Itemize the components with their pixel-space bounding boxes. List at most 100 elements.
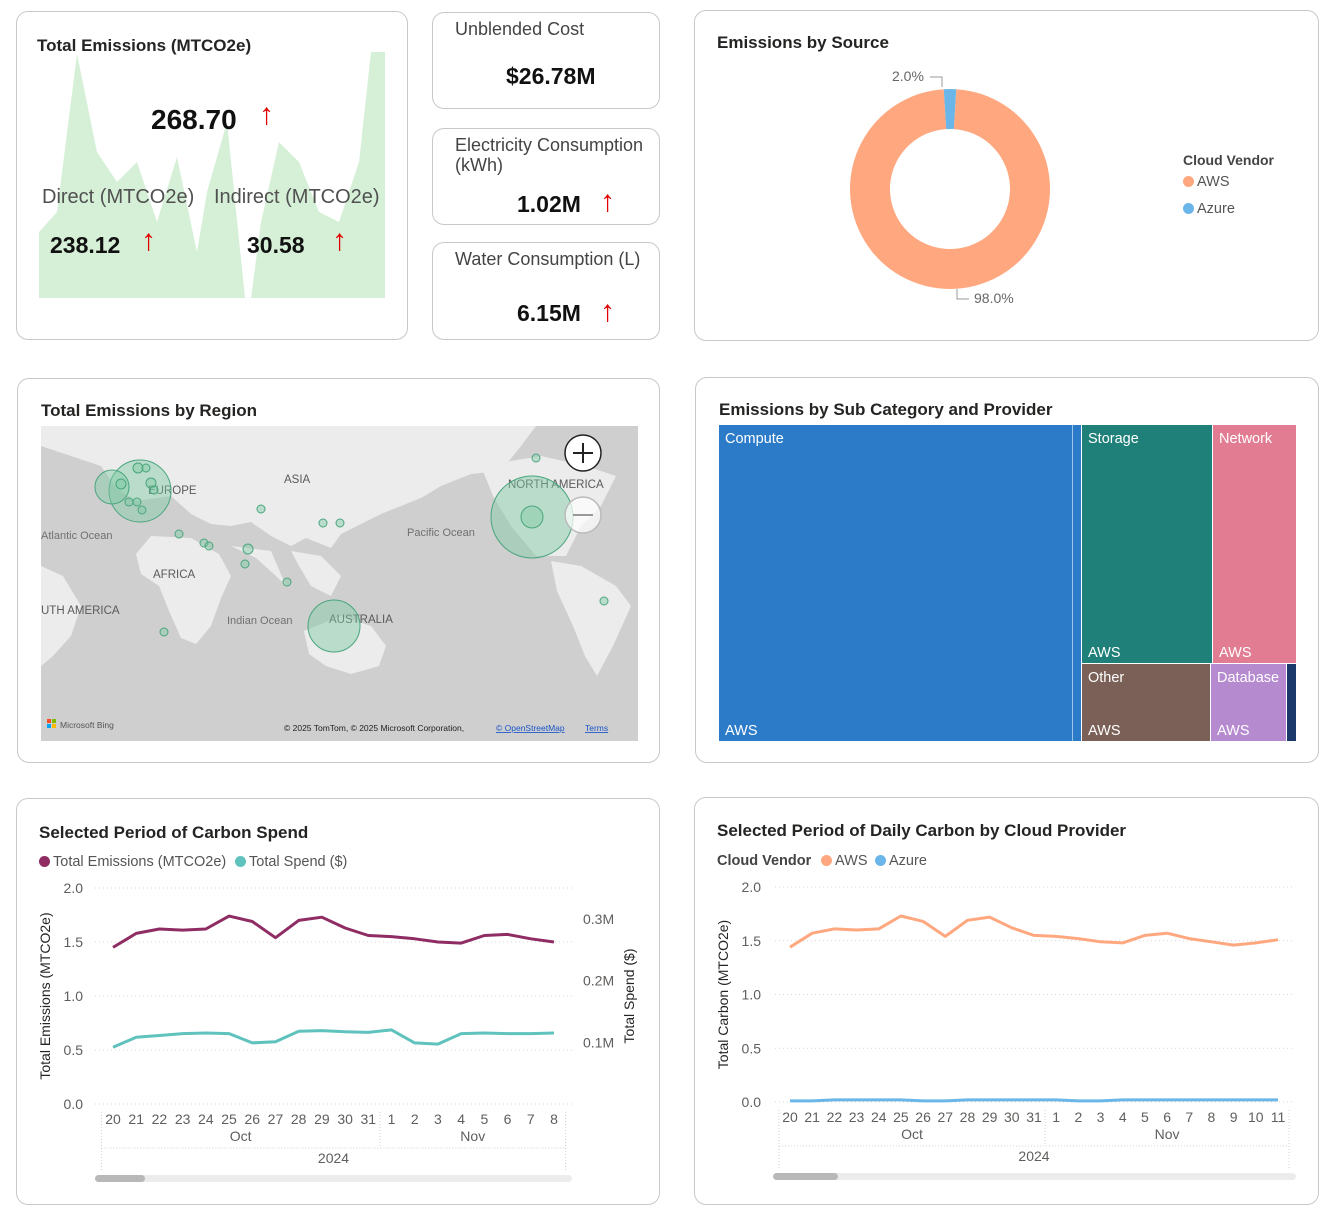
- region-map-card[interactable]: Total Emissions by Region ASIA EUROPE NO…: [17, 378, 660, 763]
- y-tick-label: 0.5: [742, 1040, 762, 1056]
- legend-item-azure[interactable]: Azure: [875, 853, 927, 869]
- x-tick-label: 20: [782, 1109, 798, 1125]
- emissions-by-source-title: Emissions by Source: [717, 33, 889, 52]
- water-value: 6.15M: [517, 300, 581, 326]
- bubble[interactable]: [599, 596, 609, 606]
- bubble[interactable]: [159, 627, 169, 637]
- x-tick-label: 23: [175, 1111, 191, 1127]
- donut-slice-aws[interactable]: [850, 89, 1050, 289]
- zoom-out-icon[interactable]: [564, 496, 602, 534]
- electricity-card[interactable]: Electricity Consumption (kWh) 1.02M ↑: [432, 128, 660, 225]
- x-tick-label: 31: [361, 1111, 377, 1127]
- bubble[interactable]: [115, 478, 127, 490]
- bubble-na-inner[interactable]: [520, 505, 544, 529]
- carbon-spend-card[interactable]: Selected Period of Carbon Spend Total Em…: [16, 798, 660, 1205]
- x-tick-label: 7: [1185, 1109, 1193, 1125]
- legend-item-aws[interactable]: AWS: [821, 853, 868, 869]
- emissions-by-source-card[interactable]: Emissions by Source 2.0% 98.0% Cloud Vend…: [694, 10, 1319, 341]
- bubble-australia[interactable]: [307, 599, 361, 653]
- bubble[interactable]: [531, 453, 541, 463]
- water-card[interactable]: Water Consumption (L) 6.15M ↑: [432, 242, 660, 340]
- legend-item-emissions[interactable]: Total Emissions (MTCO2e): [39, 854, 226, 870]
- bubble-uk[interactable]: [94, 469, 130, 505]
- x-tick-label: 24: [871, 1109, 887, 1125]
- bubble[interactable]: [204, 541, 214, 551]
- map-label-africa: AFRICA: [153, 569, 196, 581]
- osm-link[interactable]: © OpenStreetMap: [496, 723, 565, 733]
- scrollbar-thumb[interactable]: [95, 1175, 145, 1182]
- map-label-pacific: Pacific Ocean: [407, 527, 475, 539]
- emissions-legend-dot: [39, 855, 50, 867]
- legend-item-azure[interactable]: Azure: [1183, 201, 1235, 217]
- x-tick-label: 26: [915, 1109, 931, 1125]
- cell-provider-label: AWS: [1219, 645, 1252, 661]
- treemap-cell-network[interactable]: Network AWS: [1213, 425, 1296, 663]
- y2-tick-label: 0.1M: [583, 1034, 614, 1050]
- terms-link[interactable]: Terms: [585, 723, 608, 733]
- x-month-label: Nov: [1155, 1126, 1180, 1142]
- series-line-total-spend-[interactable]: [112, 1028, 555, 1049]
- leader-line: [930, 76, 943, 87]
- daily-carbon-card[interactable]: Selected Period of Daily Carbon by Cloud…: [694, 797, 1319, 1205]
- legend-item-aws[interactable]: AWS: [1183, 174, 1230, 190]
- x-tick-label: 9: [1230, 1109, 1238, 1125]
- bubble[interactable]: [335, 518, 345, 528]
- treemap-cell-storage[interactable]: Storage AWS: [1082, 425, 1212, 663]
- bubble[interactable]: [174, 529, 184, 539]
- bubble[interactable]: [240, 559, 250, 569]
- bubble[interactable]: [145, 477, 157, 489]
- azure-legend-dot: [1183, 202, 1194, 214]
- treemap-cell-other[interactable]: Other AWS: [1082, 664, 1210, 741]
- y-tick-label: 0.5: [64, 1042, 84, 1058]
- bubble[interactable]: [141, 463, 151, 473]
- cell-category-label: Database: [1217, 670, 1280, 686]
- x-tick-label: 8: [550, 1111, 558, 1127]
- series-line-aws[interactable]: [789, 914, 1279, 949]
- x-tick-label: 25: [893, 1109, 909, 1125]
- carbon-spend-chart[interactable]: 0.0 0.5 1.0 1.5 2.0 0.1M 0.2M 0.3M Total Spend (…: [17, 799, 660, 1205]
- treemap-card[interactable]: Emissions by Sub Category and Provider C…: [695, 377, 1319, 763]
- bubble[interactable]: [132, 497, 142, 507]
- legend-item-spend[interactable]: Total Spend ($): [235, 854, 347, 870]
- bubble[interactable]: [149, 485, 159, 495]
- legend-spend-label: Total Spend ($): [249, 854, 348, 870]
- up-arrow-icon: ↑: [141, 224, 156, 257]
- treemap-cell-compute-other[interactable]: [1072, 425, 1081, 741]
- series-line-azure[interactable]: [790, 1098, 1278, 1103]
- bubble[interactable]: [132, 462, 144, 474]
- bubble[interactable]: [199, 538, 209, 548]
- zoom-in-icon[interactable]: [564, 434, 602, 472]
- bubble[interactable]: [282, 577, 292, 587]
- horizontal-scrollbar[interactable]: [773, 1173, 1296, 1180]
- scrollbar-thumb[interactable]: [773, 1173, 838, 1180]
- bubble[interactable]: [242, 543, 254, 555]
- total-emissions-card[interactable]: Total Emissions (MTCO2e) 268.70 ↑ Direct…: [16, 11, 408, 340]
- donut-slice-azure[interactable]: [943, 88, 957, 130]
- bubble[interactable]: [137, 505, 147, 515]
- x-tick-label: 27: [268, 1111, 284, 1127]
- bubble[interactable]: [318, 518, 328, 528]
- x-tick-label: 29: [982, 1109, 998, 1125]
- bubble[interactable]: [124, 497, 134, 507]
- unblended-cost-card[interactable]: Unblended Cost $26.78M: [432, 12, 660, 109]
- donut-chart[interactable]: 2.0% 98.0%: [695, 11, 1319, 341]
- y2-tick-label: 0.2M: [583, 973, 614, 989]
- emission-bubbles[interactable]: [94, 453, 609, 653]
- spend-legend-dot: [235, 855, 246, 867]
- cell-category-label: Network: [1219, 431, 1273, 447]
- electricity-label: Electricity Consumption (kWh): [455, 135, 644, 175]
- treemap-cell-compute[interactable]: Compute AWS: [719, 425, 1081, 741]
- series-line-total-emissions-mtco2e-[interactable]: [112, 914, 555, 949]
- bubble[interactable]: [256, 504, 266, 514]
- world-map[interactable]: ASIA EUROPE NORTH AMERICA AFRICA AUSTRAL…: [41, 426, 638, 741]
- map-label-south-america: UTH AMERICA: [41, 605, 120, 617]
- y2-tick-label: 0.3M: [583, 911, 614, 927]
- treemap-cell-small[interactable]: [1287, 664, 1296, 741]
- electricity-value: 1.02M: [517, 191, 581, 217]
- water-label: Water Consumption (L): [455, 249, 641, 269]
- x-tick-label: 21: [804, 1109, 820, 1125]
- treemap-cell-database[interactable]: Database AWS: [1211, 664, 1286, 741]
- legend-azure-label: Azure: [1197, 201, 1235, 217]
- horizontal-scrollbar[interactable]: [95, 1175, 572, 1182]
